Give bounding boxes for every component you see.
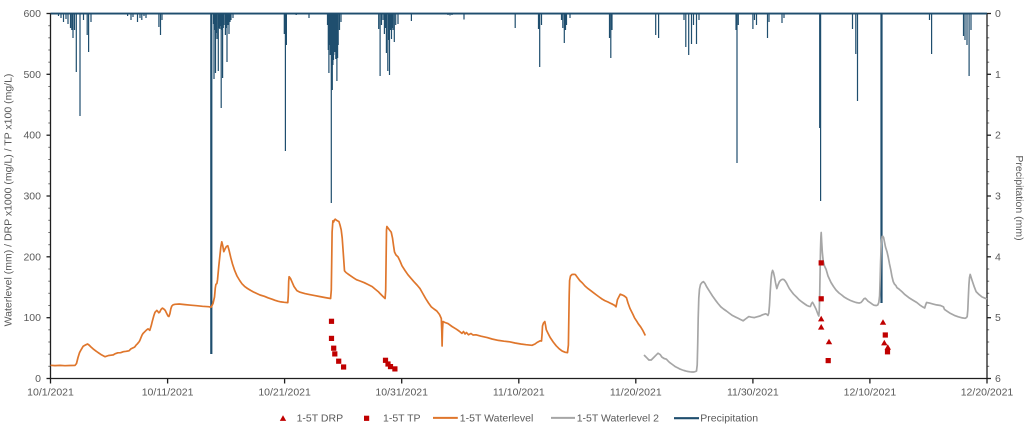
svg-text:11/10/2021: 11/10/2021 bbox=[493, 387, 545, 399]
svg-text:Precipitation: Precipitation bbox=[700, 413, 758, 425]
svg-text:1-5T Waterlevel: 1-5T Waterlevel bbox=[460, 413, 534, 425]
svg-text:10/31/2021: 10/31/2021 bbox=[375, 387, 428, 399]
svg-text:10/21/2021: 10/21/2021 bbox=[258, 387, 311, 399]
svg-text:3: 3 bbox=[995, 191, 1001, 203]
svg-text:600: 600 bbox=[23, 8, 41, 20]
svg-text:12/10/2021: 12/10/2021 bbox=[844, 387, 897, 399]
svg-text:12/20/2021: 12/20/2021 bbox=[961, 387, 1014, 399]
svg-text:1-5T TP: 1-5T TP bbox=[383, 413, 421, 425]
svg-text:1-5T DRP: 1-5T DRP bbox=[297, 413, 344, 425]
svg-text:Precipitation (mm): Precipitation (mm) bbox=[1013, 155, 1024, 240]
svg-text:10/1/2021: 10/1/2021 bbox=[27, 387, 74, 399]
svg-text:400: 400 bbox=[23, 130, 41, 142]
svg-text:0: 0 bbox=[35, 373, 41, 385]
svg-text:1: 1 bbox=[995, 69, 1001, 81]
svg-text:6: 6 bbox=[995, 373, 1001, 385]
svg-text:1-5T Waterlevel 2: 1-5T Waterlevel 2 bbox=[577, 413, 659, 425]
svg-text:4: 4 bbox=[995, 251, 1001, 263]
svg-text:10/11/2021: 10/11/2021 bbox=[142, 387, 194, 399]
svg-text:5: 5 bbox=[995, 312, 1001, 324]
svg-text:500: 500 bbox=[23, 69, 41, 81]
svg-text:300: 300 bbox=[23, 191, 41, 203]
svg-text:200: 200 bbox=[23, 251, 41, 263]
svg-text:0: 0 bbox=[995, 8, 1001, 20]
svg-text:11/30/2021: 11/30/2021 bbox=[727, 387, 779, 399]
svg-text:11/20/2021: 11/20/2021 bbox=[610, 387, 662, 399]
svg-text:2: 2 bbox=[995, 130, 1001, 142]
svg-text:Waterlevel (mm) / DRP x1000 (m: Waterlevel (mm) / DRP x1000 (mg/L) / TP … bbox=[3, 74, 15, 327]
svg-text:100: 100 bbox=[23, 312, 41, 324]
